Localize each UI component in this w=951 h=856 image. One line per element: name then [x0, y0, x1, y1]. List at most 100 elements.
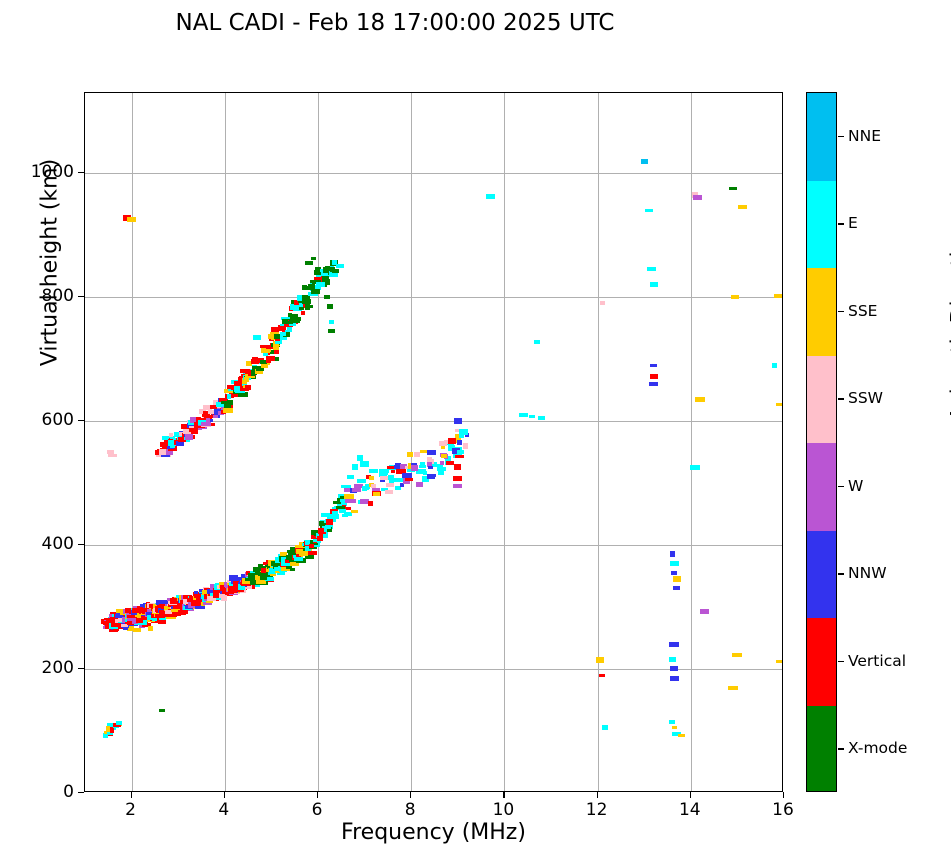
echo-point: [453, 417, 462, 424]
echo-point: [130, 610, 137, 616]
echo-point: [126, 616, 132, 622]
echo-point: [253, 566, 258, 572]
echo-point: [183, 429, 192, 435]
echo-point: [455, 454, 465, 458]
echo-point: [193, 590, 198, 596]
colorbar-label-ssw: SSW: [848, 389, 884, 408]
echo-point: [147, 626, 153, 632]
echo-point: [344, 487, 354, 492]
echo-point: [220, 406, 225, 410]
x-tick-label: 14: [678, 800, 701, 820]
echo-point: [308, 283, 316, 290]
echo-point: [289, 314, 298, 320]
echo-point: [226, 394, 231, 400]
echo-point: [169, 435, 175, 441]
echo-point: [454, 428, 461, 432]
echo-point: [158, 709, 165, 713]
echo-point: [299, 306, 305, 310]
echo-point: [776, 402, 782, 406]
echo-point: [646, 267, 656, 272]
colorbar-label-nne: NNE: [848, 126, 881, 145]
echo-point: [303, 286, 311, 291]
echo-point: [183, 609, 189, 614]
y-gridline: [85, 668, 782, 670]
echo-point: [254, 368, 263, 374]
echo-point: [695, 396, 706, 402]
echo-point: [336, 497, 342, 503]
echo-point: [350, 509, 358, 513]
echo-point: [263, 561, 270, 565]
echo-point: [692, 191, 699, 198]
echo-point: [331, 260, 337, 266]
echo-point: [669, 641, 680, 647]
echo-point: [453, 475, 463, 481]
echo-point: [427, 462, 433, 468]
echo-point: [121, 616, 127, 623]
echo-point: [127, 615, 136, 619]
echo-point: [253, 334, 262, 340]
echo-point: [180, 423, 191, 429]
echo-point: [389, 479, 395, 485]
echo-point: [379, 475, 390, 480]
echo-point: [335, 263, 344, 268]
echo-point: [216, 402, 226, 408]
echo-point: [268, 567, 276, 574]
echo-point: [260, 567, 266, 573]
echo-point: [393, 465, 404, 470]
echo-point: [280, 331, 287, 336]
echo-point: [227, 584, 234, 588]
echo-point: [331, 508, 339, 512]
echo-point: [732, 653, 743, 658]
echo-point: [456, 440, 462, 446]
echo-point: [272, 343, 279, 350]
echo-point: [640, 159, 648, 165]
echo-point: [347, 474, 355, 479]
echo-point: [209, 405, 217, 410]
echo-point: [208, 410, 215, 415]
echo-point: [428, 458, 435, 464]
echo-point: [125, 608, 132, 614]
echo-point: [325, 519, 333, 526]
echo-point: [308, 544, 314, 549]
echo-point: [313, 539, 322, 543]
echo-point: [120, 624, 128, 628]
echo-point: [462, 443, 468, 450]
echo-point: [171, 607, 182, 612]
echo-point: [106, 617, 113, 622]
echo-point: [422, 476, 430, 483]
echo-point: [223, 389, 234, 394]
echo-point: [347, 499, 356, 504]
colorbar-tick: [838, 398, 844, 400]
x-tick: [689, 792, 692, 798]
y-gridline: [85, 544, 782, 546]
echo-point: [336, 505, 346, 509]
echo-point: [402, 472, 413, 478]
echo-point: [308, 292, 319, 297]
echo-point: [205, 418, 210, 423]
echo-point: [316, 532, 321, 538]
echo-point: [454, 434, 463, 439]
echo-point: [294, 545, 301, 549]
echo-point: [276, 569, 285, 575]
echo-point: [356, 455, 363, 462]
echo-point: [672, 576, 681, 583]
echo-point: [217, 592, 225, 598]
echo-point: [369, 476, 375, 481]
y-tick: [78, 792, 84, 794]
echo-point: [395, 468, 406, 474]
echo-point: [644, 208, 653, 212]
echo-point: [160, 442, 166, 448]
echo-point: [110, 622, 120, 627]
echo-point: [217, 411, 224, 416]
echo-point: [452, 448, 461, 455]
echo-point: [351, 487, 361, 492]
colorbar-segment-x-mode: [807, 705, 836, 791]
x-tick: [130, 792, 132, 798]
colorbar-tick: [838, 135, 844, 138]
echo-point: [414, 452, 421, 458]
x-gridline: [690, 93, 692, 791]
echo-point: [407, 469, 416, 473]
echo-point: [258, 571, 268, 576]
echo-point: [360, 499, 370, 505]
echo-point: [161, 436, 171, 441]
